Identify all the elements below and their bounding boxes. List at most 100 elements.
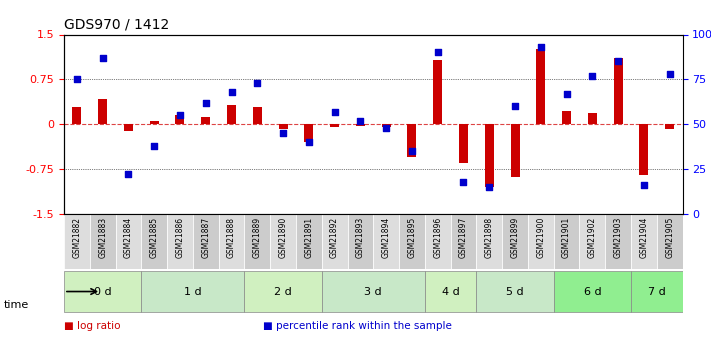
- percentile rank within the sample: [355, 118, 366, 124]
- Bar: [201, 117, 210, 124]
- FancyBboxPatch shape: [554, 214, 579, 269]
- Text: GSM21898: GSM21898: [485, 217, 493, 258]
- FancyBboxPatch shape: [296, 214, 321, 269]
- Text: GSM21904: GSM21904: [639, 217, 648, 258]
- percentile rank within the sample: [71, 77, 82, 82]
- Text: GSM21890: GSM21890: [279, 217, 287, 258]
- Text: GSM21885: GSM21885: [150, 217, 159, 258]
- percentile rank within the sample: [587, 73, 598, 79]
- Text: GSM21882: GSM21882: [73, 217, 81, 258]
- FancyBboxPatch shape: [167, 214, 193, 269]
- percentile rank within the sample: [277, 130, 289, 136]
- FancyBboxPatch shape: [528, 214, 554, 269]
- Text: GSM21905: GSM21905: [665, 217, 674, 258]
- percentile rank within the sample: [535, 44, 547, 50]
- Bar: [485, 124, 493, 187]
- Bar: [330, 124, 339, 127]
- percentile rank within the sample: [200, 100, 211, 106]
- Bar: [253, 107, 262, 124]
- Text: GSM21891: GSM21891: [304, 217, 314, 258]
- FancyBboxPatch shape: [502, 214, 528, 269]
- FancyBboxPatch shape: [141, 214, 167, 269]
- FancyBboxPatch shape: [245, 214, 270, 269]
- FancyBboxPatch shape: [219, 214, 245, 269]
- FancyBboxPatch shape: [399, 214, 424, 269]
- Text: 3 d: 3 d: [365, 287, 382, 296]
- Bar: [124, 124, 133, 131]
- percentile rank within the sample: [97, 55, 108, 61]
- Text: GSM21900: GSM21900: [536, 217, 545, 258]
- Bar: [356, 124, 365, 126]
- FancyBboxPatch shape: [141, 271, 245, 312]
- Bar: [382, 124, 390, 127]
- Text: GSM21894: GSM21894: [382, 217, 390, 258]
- percentile rank within the sample: [329, 109, 341, 115]
- percentile rank within the sample: [174, 112, 186, 118]
- Text: 5 d: 5 d: [506, 287, 524, 296]
- FancyBboxPatch shape: [90, 214, 115, 269]
- Bar: [588, 114, 597, 124]
- Text: 6 d: 6 d: [584, 287, 602, 296]
- Bar: [639, 124, 648, 175]
- Text: 1 d: 1 d: [184, 287, 202, 296]
- percentile rank within the sample: [483, 184, 495, 190]
- Text: 2 d: 2 d: [274, 287, 292, 296]
- Text: GSM21883: GSM21883: [98, 217, 107, 258]
- FancyBboxPatch shape: [321, 214, 348, 269]
- Bar: [562, 111, 571, 124]
- Text: ■ percentile rank within the sample: ■ percentile rank within the sample: [263, 321, 452, 331]
- FancyBboxPatch shape: [424, 271, 476, 312]
- percentile rank within the sample: [406, 148, 417, 154]
- percentile rank within the sample: [509, 104, 520, 109]
- Text: GSM21895: GSM21895: [407, 217, 417, 258]
- FancyBboxPatch shape: [373, 214, 399, 269]
- Bar: [227, 105, 236, 124]
- FancyBboxPatch shape: [554, 271, 631, 312]
- Bar: [665, 124, 674, 129]
- percentile rank within the sample: [432, 50, 444, 55]
- Text: 0 d: 0 d: [94, 287, 112, 296]
- Bar: [98, 99, 107, 124]
- Text: GSM21903: GSM21903: [614, 217, 623, 258]
- Bar: [176, 115, 184, 124]
- FancyBboxPatch shape: [631, 214, 657, 269]
- FancyBboxPatch shape: [245, 271, 321, 312]
- Text: GSM21886: GSM21886: [176, 217, 184, 258]
- Bar: [150, 121, 159, 124]
- Text: GSM21884: GSM21884: [124, 217, 133, 258]
- FancyBboxPatch shape: [348, 214, 373, 269]
- Text: GSM21902: GSM21902: [588, 217, 597, 258]
- FancyBboxPatch shape: [605, 214, 631, 269]
- Bar: [459, 124, 468, 163]
- FancyBboxPatch shape: [476, 271, 554, 312]
- Text: GSM21889: GSM21889: [253, 217, 262, 258]
- Text: 7 d: 7 d: [648, 287, 665, 296]
- Text: 4 d: 4 d: [442, 287, 459, 296]
- percentile rank within the sample: [561, 91, 572, 97]
- FancyBboxPatch shape: [115, 214, 141, 269]
- FancyBboxPatch shape: [321, 271, 424, 312]
- percentile rank within the sample: [123, 172, 134, 177]
- Bar: [304, 124, 314, 142]
- Text: GSM21897: GSM21897: [459, 217, 468, 258]
- Text: GSM21896: GSM21896: [433, 217, 442, 258]
- percentile rank within the sample: [612, 59, 624, 64]
- FancyBboxPatch shape: [193, 214, 219, 269]
- FancyBboxPatch shape: [270, 214, 296, 269]
- FancyBboxPatch shape: [424, 214, 451, 269]
- FancyBboxPatch shape: [476, 214, 502, 269]
- Bar: [510, 124, 520, 177]
- Text: time: time: [4, 300, 29, 310]
- Bar: [614, 58, 623, 124]
- Text: GSM21899: GSM21899: [510, 217, 520, 258]
- Bar: [536, 49, 545, 124]
- Text: GDS970 / 1412: GDS970 / 1412: [64, 18, 169, 32]
- percentile rank within the sample: [303, 139, 314, 145]
- Bar: [407, 124, 417, 157]
- FancyBboxPatch shape: [451, 214, 476, 269]
- FancyBboxPatch shape: [657, 214, 683, 269]
- Text: GSM21901: GSM21901: [562, 217, 571, 258]
- percentile rank within the sample: [380, 125, 392, 130]
- percentile rank within the sample: [226, 89, 237, 95]
- FancyBboxPatch shape: [631, 271, 683, 312]
